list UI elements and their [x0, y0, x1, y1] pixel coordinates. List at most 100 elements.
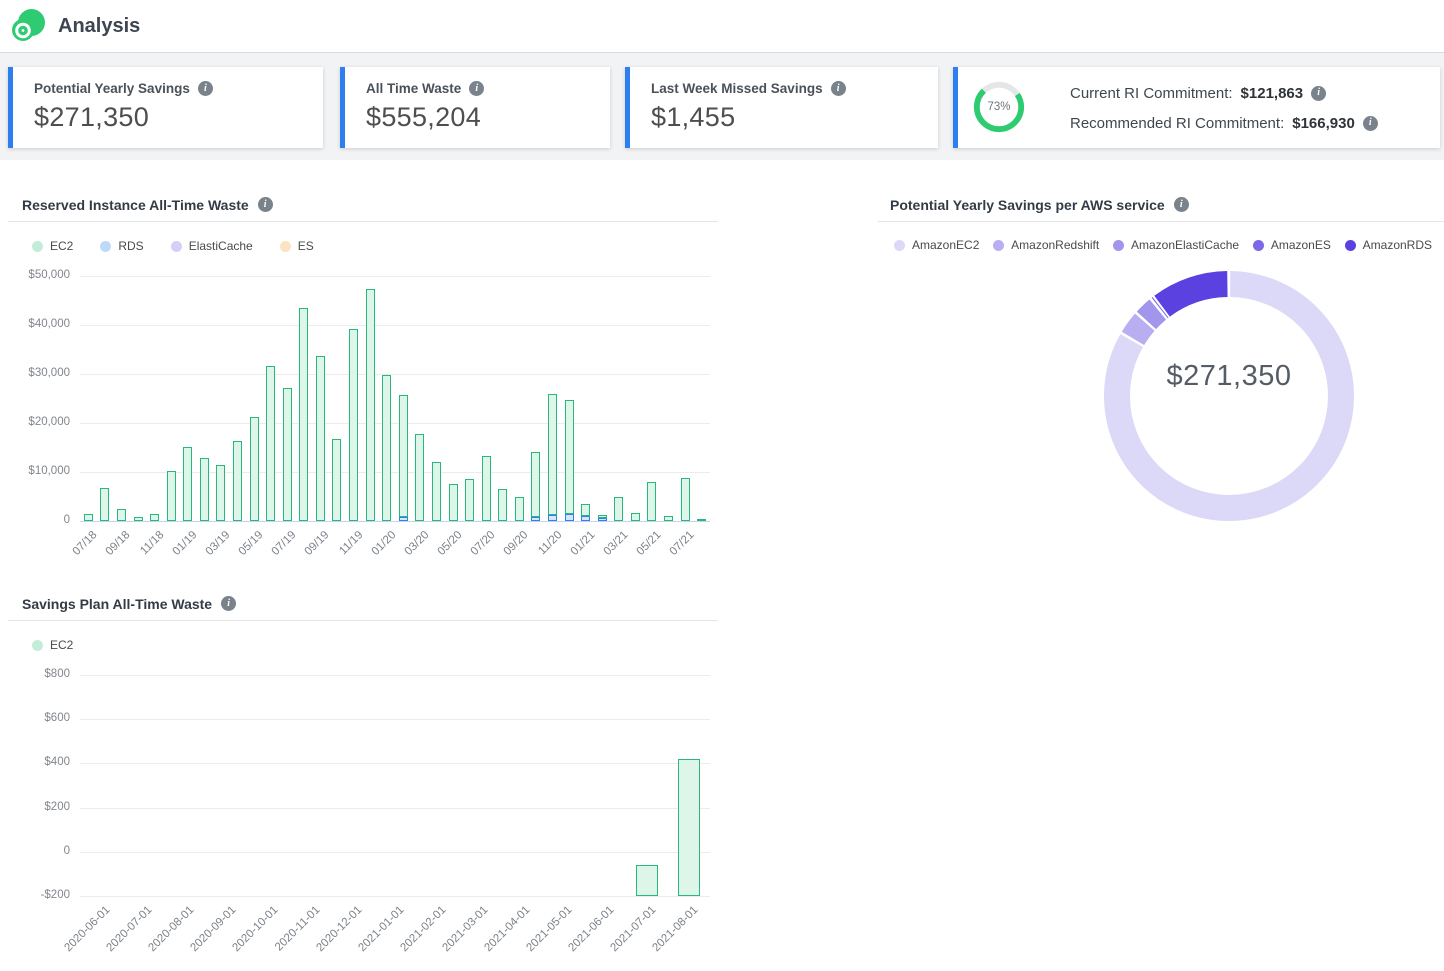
bar-ec2[interactable] [697, 518, 707, 521]
card-label-text: All Time Waste [366, 81, 462, 96]
x-axis-label: 09/20 [501, 529, 531, 558]
bar-ec2[interactable] [581, 503, 591, 516]
y-axis-label: 0 [63, 844, 70, 857]
bar-ec2[interactable] [382, 374, 392, 521]
bar-ec2[interactable] [299, 307, 309, 521]
card-label: Potential Yearly Savings i [34, 81, 213, 96]
gridline [80, 763, 710, 765]
y-axis-label: $800 [44, 668, 70, 680]
bar-rds[interactable] [398, 517, 408, 521]
bar-ec2[interactable] [365, 289, 375, 521]
bar-rds[interactable] [564, 513, 574, 521]
bar-ec2[interactable] [166, 470, 176, 521]
gridline [80, 276, 710, 277]
info-icon[interactable]: i [1311, 85, 1327, 101]
legend-item-ec2[interactable]: EC2 [32, 239, 73, 253]
info-icon[interactable]: i [221, 596, 237, 611]
legend-dot-icon [1344, 239, 1356, 251]
bar-ec2[interactable] [448, 484, 458, 521]
bar-ec2[interactable] [431, 462, 441, 521]
y-axis-label: $600 [44, 712, 70, 725]
bar-ec2[interactable] [647, 481, 657, 521]
bar-ec2[interactable] [133, 516, 143, 521]
ri-chart-legend: EC2 RDS ElastiCache ES [8, 222, 718, 253]
info-icon[interactable]: i [830, 81, 846, 96]
bar-ec2[interactable] [636, 865, 658, 896]
legend-item-ec2[interactable]: EC2 [32, 638, 73, 652]
bar-ec2[interactable] [100, 487, 110, 521]
bar-rds[interactable] [597, 518, 607, 521]
recommended-ri-commitment-label: Recommended RI Commitment: [1070, 114, 1285, 132]
info-icon[interactable]: i [197, 81, 213, 96]
legend-item-amazonelasticache[interactable]: AmazonElastiCache [1112, 238, 1240, 252]
bar-ec2[interactable] [266, 365, 276, 521]
bar-ec2[interactable] [116, 509, 126, 521]
bar-ec2[interactable] [332, 439, 342, 521]
x-axis-label: 07/19 [269, 529, 299, 558]
bar-ec2[interactable] [465, 479, 475, 521]
legend-item-elasticache[interactable]: ElastiCache [170, 239, 253, 253]
bar-ec2[interactable] [282, 387, 292, 521]
legend-item-es[interactable]: ES [279, 239, 314, 253]
x-axis-label: 09/18 [104, 529, 133, 558]
bar-ec2[interactable] [315, 356, 325, 521]
info-icon[interactable]: i [257, 197, 273, 212]
bar-rds[interactable] [581, 515, 591, 521]
bar-ec2[interactable] [564, 400, 574, 514]
bar-ec2[interactable] [415, 433, 425, 521]
bar-ec2[interactable] [614, 497, 624, 521]
gridline [80, 423, 710, 424]
legend-label: EC2 [50, 239, 74, 253]
bar-ec2[interactable] [150, 514, 160, 521]
y-axis-label: $10,000 [28, 465, 70, 477]
bar-ec2[interactable] [183, 446, 193, 521]
legend-item-amazonrds[interactable]: AmazonRDS [1344, 238, 1432, 252]
bar-ec2[interactable] [597, 515, 607, 519]
bar-ec2[interactable] [233, 441, 242, 521]
gridline [80, 325, 710, 326]
card-value: $555,204 [366, 102, 482, 132]
y-axis-label: $20,000 [28, 416, 70, 428]
bar-ec2[interactable] [664, 516, 674, 521]
x-axis-label: 11/20 [535, 529, 564, 558]
bar-ec2[interactable] [678, 758, 700, 896]
chart-title-row: Savings Plan All-Time Waste i [8, 587, 718, 621]
bar-ec2[interactable] [349, 328, 359, 521]
info-icon[interactable]: i [1362, 115, 1378, 131]
bar-rds[interactable] [531, 516, 541, 521]
bar-rds[interactable] [548, 515, 557, 521]
legend-item-amazonredshift[interactable]: AmazonRedshift [993, 238, 1099, 252]
bar-ec2[interactable] [398, 395, 408, 518]
legend-item-amazonec2[interactable]: AmazonEC2 [894, 238, 979, 252]
x-axis-label: 01/19 [170, 529, 200, 558]
gridline [80, 719, 710, 721]
bar-ec2[interactable] [630, 513, 640, 521]
donut-center-value: $271,350 [1166, 360, 1292, 392]
bar-ec2[interactable] [680, 478, 690, 521]
bar-ec2[interactable] [498, 489, 508, 521]
info-icon[interactable]: i [469, 81, 485, 96]
bar-ec2[interactable] [199, 457, 209, 521]
bar-ec2[interactable] [249, 416, 259, 521]
donut-slice-amazonec2[interactable] [1104, 271, 1354, 521]
bar-ec2[interactable] [531, 451, 541, 517]
info-icon[interactable]: i [1173, 197, 1189, 212]
bar-ec2[interactable] [216, 465, 226, 521]
legend-item-amazones[interactable]: AmazonES [1252, 238, 1331, 252]
legend-dot-icon [279, 240, 291, 252]
y-axis-label: $30,000 [28, 367, 70, 379]
sp-chart-plot: $800 $600 $400 $200 0 -$200 2020-06-01 2020-07-… [8, 587, 718, 971]
bar-ec2[interactable] [481, 455, 491, 521]
legend-label: AmazonElastiCache [1130, 238, 1240, 252]
card-label-text: Last Week Missed Savings [651, 81, 823, 96]
page-title: Analysis [58, 14, 141, 37]
bar-ec2[interactable] [514, 496, 524, 521]
legend-dot-icon [993, 239, 1005, 251]
bar-ec2[interactable] [548, 394, 557, 516]
donut-slices [1104, 271, 1354, 521]
ri-all-time-waste-chart: Reserved Instance All-Time Waste i EC2 RD… [8, 188, 718, 585]
legend-item-rds[interactable]: RDS [100, 239, 144, 253]
legend-label: AmazonES [1270, 238, 1331, 252]
x-axis-label: 03/21 [601, 529, 631, 558]
bar-ec2[interactable] [83, 513, 93, 521]
